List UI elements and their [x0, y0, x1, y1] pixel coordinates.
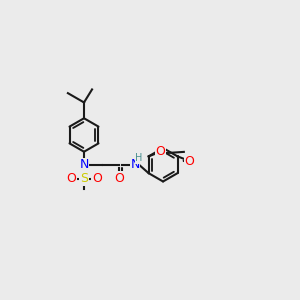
Text: N: N: [79, 158, 89, 171]
Text: S: S: [80, 172, 88, 185]
Text: O: O: [92, 172, 102, 185]
Text: O: O: [66, 172, 76, 185]
Text: N: N: [130, 158, 140, 171]
Text: O: O: [156, 145, 166, 158]
Text: O: O: [114, 172, 124, 185]
Text: O: O: [185, 154, 195, 167]
Text: H: H: [135, 153, 142, 163]
